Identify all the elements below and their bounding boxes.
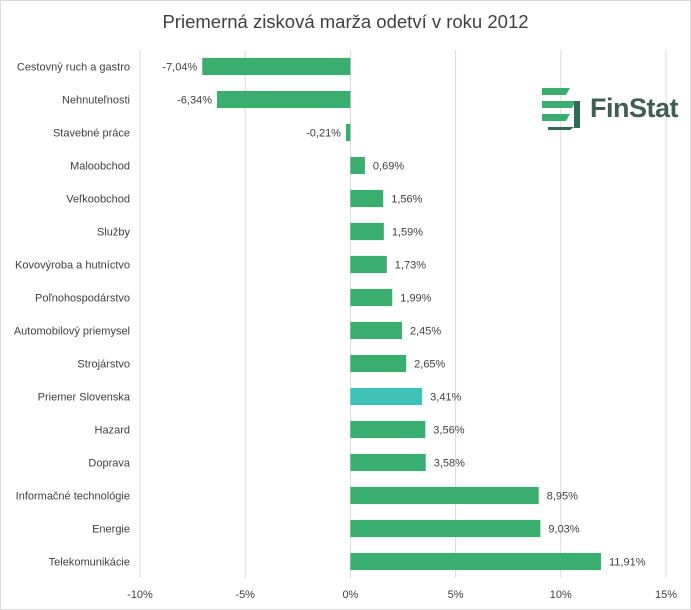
- data-label: 3,58%: [434, 458, 465, 470]
- bar: [350, 189, 384, 208]
- bar: [350, 156, 365, 175]
- bar: [350, 222, 384, 241]
- data-label: -7,04%: [162, 62, 197, 74]
- category-label: Stavebné práce: [53, 128, 130, 140]
- category-label: Kovovýroba a hutníctvo: [15, 260, 130, 272]
- data-label: 1,73%: [395, 260, 426, 272]
- category-label: Doprava: [88, 458, 130, 470]
- category-label: Nehnuteľnosti: [62, 95, 130, 107]
- category-label: Hazard: [95, 425, 130, 437]
- x-tick-label: 15%: [655, 589, 677, 601]
- bar: [350, 519, 541, 538]
- x-tick-label: 5%: [448, 589, 464, 601]
- bar: [350, 354, 407, 373]
- bar: [202, 57, 351, 76]
- data-label: 1,99%: [400, 293, 431, 305]
- bar: [350, 420, 426, 439]
- category-label: Informačné technológie: [16, 491, 130, 503]
- category-label: Poľnohospodárstvo: [35, 293, 130, 305]
- x-tick-label: -10%: [127, 589, 153, 601]
- bar: [350, 453, 426, 472]
- x-tick-label: -5%: [235, 589, 255, 601]
- bar: [217, 90, 351, 109]
- data-label: 11,91%: [609, 557, 646, 569]
- category-label: Automobilový priemysel: [14, 326, 130, 338]
- finstat-logo-text: FinStat: [590, 93, 679, 123]
- chart-title: Priemerná zisková marža odetví v roku 20…: [162, 11, 529, 32]
- bars: [202, 57, 601, 571]
- data-label: 2,65%: [414, 359, 445, 371]
- category-label: Priemer Slovenska: [38, 392, 131, 404]
- data-label: 9,03%: [548, 524, 579, 536]
- category-label: Služby: [97, 227, 131, 239]
- category-label: Veľkoobchod: [66, 194, 130, 206]
- bar: [350, 552, 601, 571]
- data-label: 0,69%: [373, 161, 404, 173]
- data-label: 1,59%: [392, 227, 423, 239]
- data-label: 3,56%: [433, 425, 464, 437]
- x-tick-label: 10%: [550, 589, 572, 601]
- bar: [350, 255, 387, 274]
- data-label: 8,95%: [547, 491, 578, 503]
- finstat-logo-icon: [542, 88, 580, 130]
- bar: [350, 321, 402, 340]
- bar: [350, 288, 393, 307]
- data-label: -0,21%: [306, 128, 341, 140]
- x-tick-label: 0%: [342, 589, 358, 601]
- category-label: Strojárstvo: [77, 359, 130, 371]
- bar: [350, 387, 423, 406]
- data-label: 2,45%: [410, 326, 441, 338]
- bar: [350, 486, 539, 505]
- data-label: 3,41%: [430, 392, 461, 404]
- data-label: -6,34%: [177, 95, 212, 107]
- category-label: Cestovný ruch a gastro: [17, 62, 130, 74]
- category-label: Energie: [92, 524, 130, 536]
- labels: -10% -5% 0% 5% 10% 15% Cestovný ruch a gastro -…: [14, 62, 677, 602]
- category-label: Telekomunikácie: [49, 557, 130, 569]
- category-label: Maloobchod: [70, 161, 130, 173]
- bar: [345, 123, 351, 142]
- data-label: 1,56%: [391, 194, 422, 206]
